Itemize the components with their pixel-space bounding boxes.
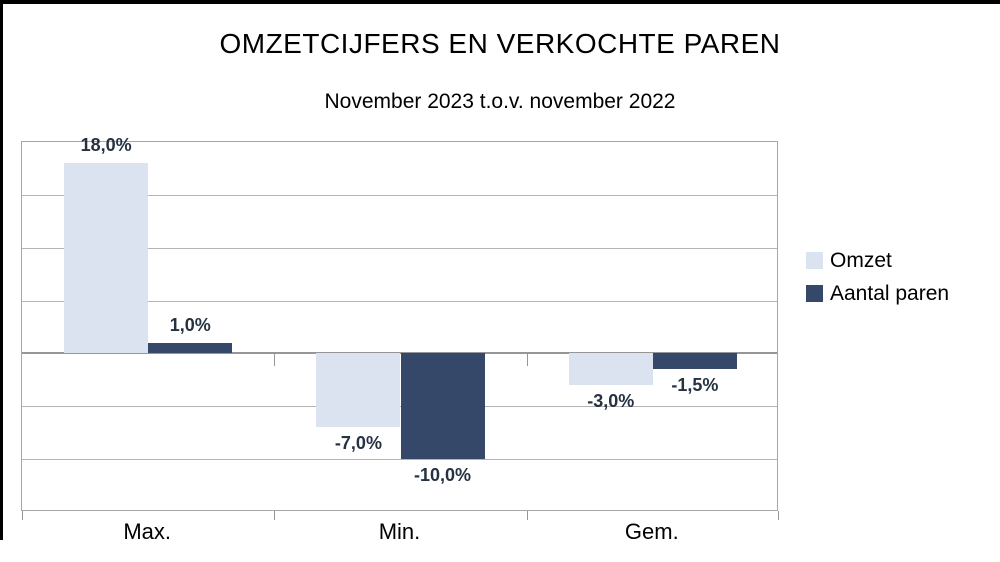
- axis-tick-bottom: [274, 511, 276, 520]
- category-label-gem: Gem.: [624, 519, 679, 544]
- bar-aantal-paren-max: [148, 342, 233, 354]
- legend-swatch-omzet: [806, 252, 823, 269]
- category-label-min: Min.: [378, 519, 421, 544]
- bar-aantal-paren-min: [400, 353, 485, 460]
- axis-tick-bottom: [778, 511, 779, 520]
- window-border-left: [0, 0, 3, 540]
- bar-omzet-gem: [568, 353, 653, 386]
- legend-label-aantal-paren: Aantal paren: [830, 281, 950, 305]
- plot-area: 18,0% -7,0% -3,0% 1,0% -10,0% -1,5%: [21, 135, 779, 520]
- gridline: [22, 459, 777, 461]
- legend-label-omzet: Omzet: [830, 248, 892, 272]
- gridline: [22, 194, 777, 196]
- axis-tick-bottom: [526, 511, 528, 520]
- legend: Omzet Aantal paren: [806, 247, 949, 313]
- data-label: -3,0%: [587, 391, 635, 412]
- data-label: -1,5%: [671, 375, 719, 396]
- legend-item-omzet: Omzet: [806, 247, 949, 274]
- data-label: 18,0%: [80, 135, 132, 156]
- data-label: -7,0%: [334, 433, 382, 454]
- data-label: 1,0%: [169, 314, 211, 335]
- axis-tick-zero: [274, 353, 276, 367]
- bar-aantal-paren-gem: [652, 353, 737, 370]
- gridline: [22, 247, 777, 249]
- category-label-max: Max.: [123, 519, 171, 544]
- chart-title: OMZETCIJFERS EN VERKOCHTE PAREN: [219, 28, 781, 59]
- axis-tick-bottom: [22, 511, 23, 520]
- data-label: -10,0%: [414, 465, 472, 486]
- legend-swatch-aantal-paren: [806, 285, 823, 302]
- window-border-top: [0, 0, 1000, 4]
- x-axis-labels: Max. Min. Gem.: [21, 519, 778, 549]
- legend-item-aantal-paren: Aantal paren: [806, 280, 949, 307]
- axis-tick-zero: [526, 353, 528, 367]
- bar-omzet-max: [64, 163, 149, 354]
- gridline: [22, 300, 777, 302]
- chart-subtitle: November 2023 t.o.v. november 2022: [324, 90, 676, 113]
- bar-omzet-min: [316, 353, 401, 428]
